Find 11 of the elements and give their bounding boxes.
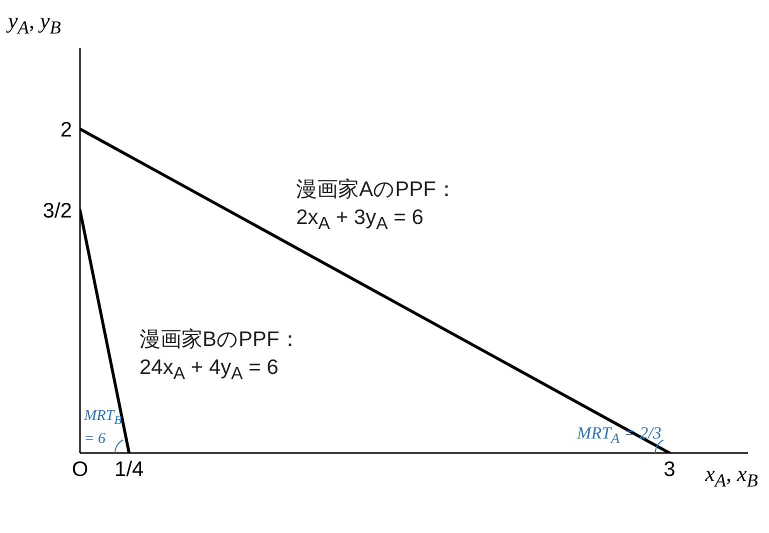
y-axis-title: y$_{A}$, y$_{B}$ <box>8 8 61 38</box>
x-axis-title: x$_{A}$, x$_{B}$ <box>705 461 758 492</box>
x-tick-label: 1/4 <box>114 458 144 481</box>
x-tick-label: 3 <box>664 458 676 481</box>
y-tick-label: 3/2 <box>42 199 72 222</box>
annotation: MRT$_{A}$ = 2/3 <box>577 422 662 449</box>
annotation: 漫画家BのPPF： 24x$_{A}$ + 4y$_{A}$ = 6 <box>139 326 300 386</box>
x-tick-label: O <box>72 458 88 481</box>
annotation: MRT$_{B}$ = 6 <box>84 406 122 449</box>
y-tick-label: 2 <box>60 118 72 142</box>
annotation: 漫画家AのPPF： 2x$_{A}$ + 3y$_{A}$ = 6 <box>296 176 457 236</box>
